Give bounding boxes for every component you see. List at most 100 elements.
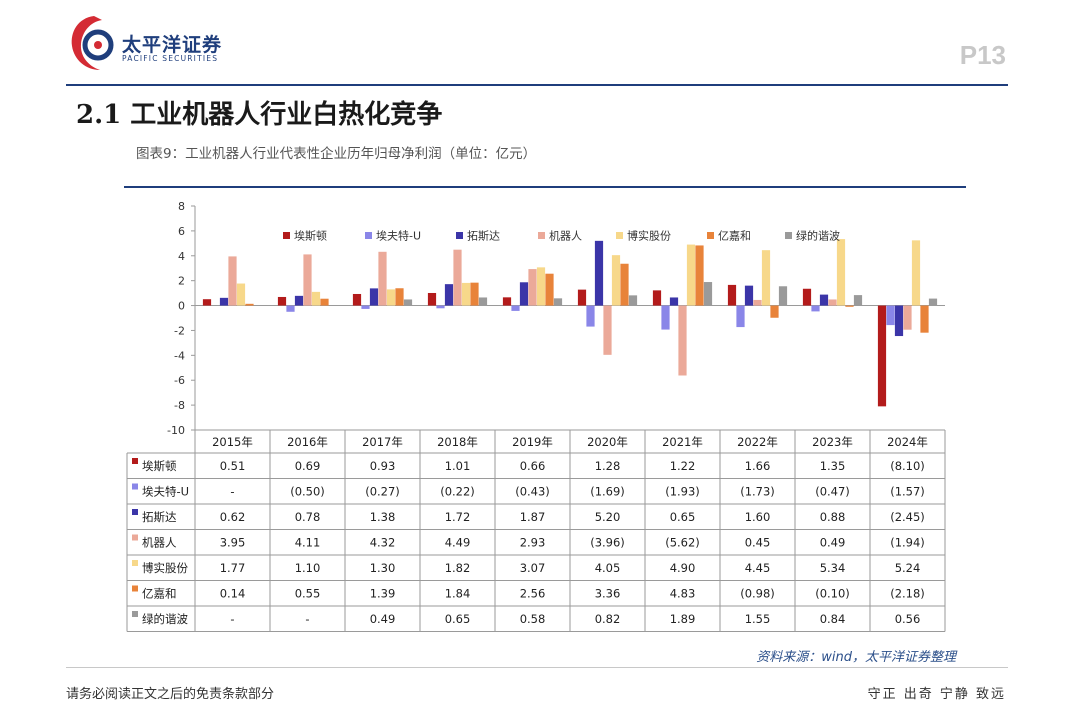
table-cell-value: (0.27) — [365, 485, 400, 499]
table-cell-value: 1.38 — [370, 510, 396, 524]
bar — [228, 256, 237, 306]
table-cell-value: (0.22) — [440, 485, 475, 499]
y-tick-label: 4 — [178, 250, 185, 263]
legend-swatch — [365, 232, 372, 239]
bar — [819, 294, 829, 306]
bar — [802, 288, 812, 306]
table-cell-value: (2.45) — [890, 510, 925, 524]
bar — [603, 305, 612, 355]
table-cell-value: 0.49 — [370, 612, 396, 626]
table-cell-value: (8.10) — [890, 459, 925, 473]
section-title: 2.1 工业机器人行业白热化竞争 — [76, 100, 443, 130]
legend-label: 埃斯顿 — [294, 229, 327, 243]
bar — [877, 305, 887, 407]
table-cell-value: 1.82 — [445, 561, 471, 575]
table-cell-value: 4.90 — [670, 561, 696, 575]
table-cell-value: 0.93 — [370, 459, 396, 473]
table-cell-value: 5.24 — [895, 561, 921, 575]
legend-label: 埃夫特-U — [376, 229, 421, 243]
bar — [928, 298, 938, 306]
caption-divider — [124, 186, 966, 188]
table-cell-value: 0.65 — [670, 510, 696, 524]
bar — [461, 282, 471, 306]
table-cell-value: 1.28 — [595, 459, 621, 473]
table-cell-value: - — [305, 612, 309, 626]
bar — [536, 267, 546, 306]
y-tick-label: -6 — [174, 374, 185, 387]
bar — [245, 303, 254, 306]
table-cell-value: (3.96) — [590, 536, 625, 550]
legend-swatch — [456, 232, 463, 239]
table-year-header: 2016年 — [287, 435, 328, 449]
bar — [920, 305, 929, 333]
table-year-header: 2021年 — [662, 435, 703, 449]
bar — [678, 305, 687, 376]
bar — [511, 305, 520, 311]
table-cell-value: 0.45 — [745, 536, 771, 550]
bar — [695, 245, 704, 306]
bar — [845, 305, 854, 307]
bar — [652, 290, 662, 306]
table-cell-value: 0.88 — [820, 510, 846, 524]
bar — [836, 239, 846, 306]
bar — [761, 250, 771, 306]
bar — [911, 240, 921, 306]
bar — [436, 305, 445, 309]
table-year-header: 2024年 — [887, 435, 928, 449]
brand-name: 太平洋证券 — [122, 34, 223, 56]
table-cell-value: 0.51 — [220, 459, 246, 473]
legend-label: 绿的谐波 — [796, 229, 840, 243]
table-cell-value: 0.49 — [820, 536, 846, 550]
table-cell-value: (0.47) — [815, 485, 850, 499]
bar — [853, 295, 863, 306]
table-year-header: 2017年 — [362, 435, 403, 449]
bar — [519, 282, 529, 306]
bar — [478, 297, 488, 306]
table-cell-value: 1.66 — [745, 459, 771, 473]
table-year-header: 2023年 — [812, 435, 853, 449]
table-cell-value: (2.18) — [890, 587, 925, 601]
header-divider — [66, 84, 1008, 86]
bar — [903, 305, 912, 330]
bar — [703, 282, 713, 306]
table-cell-value: 1.87 — [520, 510, 546, 524]
bar — [294, 295, 304, 306]
bar — [828, 299, 837, 306]
table-row-swatch — [132, 611, 138, 617]
y-tick-label: -4 — [174, 349, 185, 362]
bar — [403, 299, 413, 306]
company-motto: 守正 出奇 宁静 致远 — [867, 687, 1006, 702]
table-cell-value: 4.45 — [745, 561, 771, 575]
legend-label: 亿嘉和 — [718, 229, 751, 243]
bar — [352, 293, 362, 306]
table-row-label: 绿的谐波 — [142, 612, 188, 626]
table-cell-value: 2.56 — [520, 587, 546, 601]
table-cell-value: 1.77 — [220, 561, 246, 575]
table-cell-value: 1.10 — [295, 561, 321, 575]
company-logo — [71, 16, 114, 70]
bar — [320, 298, 329, 306]
table-cell-value: 0.65 — [445, 612, 471, 626]
bar — [453, 249, 462, 306]
figure-caption: 图表9：工业机器人行业代表性企业历年归母净利润（单位：亿元） — [136, 146, 537, 162]
table-cell-value: (1.57) — [890, 485, 925, 499]
bar — [202, 299, 212, 306]
table-cell-value: 3.95 — [220, 536, 246, 550]
table-row-swatch — [132, 560, 138, 566]
table-year-header: 2015年 — [212, 435, 253, 449]
table-cell-value: 1.84 — [445, 587, 471, 601]
legend-label: 拓斯达 — [467, 229, 500, 243]
table-row-label: 亿嘉和 — [142, 587, 177, 601]
table-cell-value: 4.49 — [445, 536, 471, 550]
legend-swatch — [785, 232, 792, 239]
legend-label: 机器人 — [549, 229, 582, 243]
bar — [286, 305, 295, 312]
table-cell-value: - — [230, 612, 234, 626]
table-cell-value: (0.43) — [515, 485, 550, 499]
table-cell-value: (1.94) — [890, 536, 925, 550]
table-cell-value: 0.56 — [895, 612, 921, 626]
table-cell-value: 1.72 — [445, 510, 471, 524]
y-tick-label: 8 — [178, 200, 185, 213]
bar — [369, 288, 379, 306]
table-cell-value: 4.32 — [370, 536, 396, 550]
